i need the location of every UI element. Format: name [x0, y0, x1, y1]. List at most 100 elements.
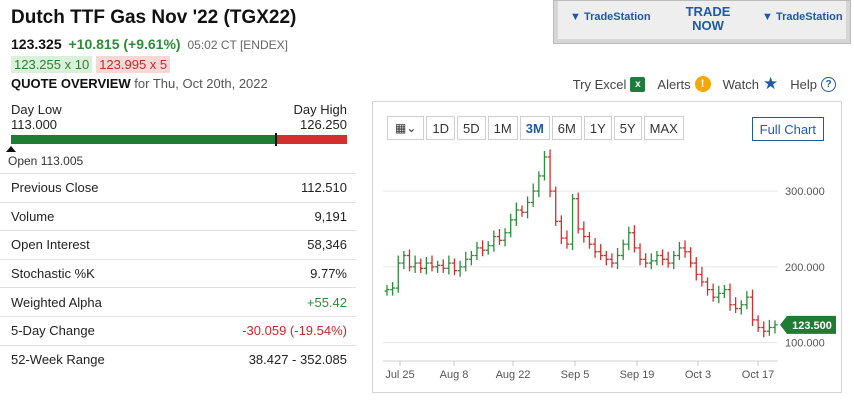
help-icon: ?: [821, 76, 836, 92]
day-low-label: Day Low: [11, 102, 62, 117]
stat-label: Volume: [11, 208, 55, 224]
stat-value: 58,346: [307, 237, 347, 253]
try-excel-label: Try Excel: [572, 76, 627, 92]
stat-row: Volume 9,191: [0, 201, 356, 231]
ohlc-bar: [474, 241, 480, 261]
tradestation-logo-left: ▼ TradeStation: [570, 11, 651, 23]
period-button-1y[interactable]: 1Y: [583, 116, 612, 140]
ohlc-bar: [558, 215, 564, 245]
last-price: 123.325: [11, 36, 62, 52]
ohlc-bar: [766, 319, 772, 336]
ohlc-bar: [502, 228, 508, 247]
stat-label: Previous Close: [11, 180, 99, 196]
ohlc-bar: [423, 257, 429, 275]
x-tick-label: Aug 22: [496, 369, 531, 381]
ohlc-bar: [699, 266, 705, 287]
ohlc-bar: [772, 320, 778, 334]
day-range-fill: [11, 135, 275, 144]
stat-row: Open Interest 58,346: [0, 230, 356, 259]
help-label: Help: [790, 76, 817, 92]
ohlc-bar: [496, 228, 502, 245]
period-button-1m[interactable]: 1M: [487, 116, 518, 140]
ohlc-bar: [733, 297, 739, 314]
ohlc-bar: [676, 241, 682, 261]
ohlc-bar: [716, 285, 722, 304]
ohlc-bar: [761, 321, 767, 338]
day-high-value: 126.250: [300, 117, 347, 132]
try-excel-link[interactable]: Try Excel x: [572, 76, 646, 92]
period-button-5d[interactable]: 5D: [457, 116, 486, 140]
period-button-1d[interactable]: 1D: [426, 116, 456, 140]
ohlc-bar: [547, 149, 553, 198]
ohlc-bar: [485, 241, 491, 255]
price-chart: ▦⌄ 1D 5D 1M 3M 6M 1Y 5Y MAX Full Chart 100.000 2…: [372, 101, 842, 393]
y-tick-label: 200.000: [785, 262, 825, 274]
ohlc-bar: [586, 232, 592, 249]
stat-value: 9.77%: [310, 266, 347, 282]
ohlc-bar: [721, 285, 727, 298]
ohlc-bar: [480, 240, 486, 257]
ohlc-bar: [536, 171, 542, 198]
period-button-5y[interactable]: 5Y: [613, 116, 642, 140]
ad-logo-left-text: TradeStation: [583, 11, 651, 23]
ad-logo-right-text: TradeStation: [775, 11, 843, 23]
quote-links: Try Excel x Alerts ! Watch ★ Help ?: [573, 74, 836, 94]
stat-label: Weighted Alpha: [11, 294, 102, 310]
ohlc-bar: [395, 255, 401, 293]
instrument-title: Dutch TTF Gas Nov '22 (TGX22): [11, 7, 297, 28]
period-button-6m[interactable]: 6M: [551, 116, 582, 140]
candlestick-dropdown-icon[interactable]: ▦⌄: [387, 116, 425, 140]
ohlc-bar: [429, 255, 435, 272]
full-chart-button[interactable]: Full Chart: [751, 117, 824, 141]
ohlc-bar: [553, 186, 559, 226]
y-tick-label: 100.000: [785, 338, 825, 350]
ohlc-bar: [457, 260, 463, 277]
x-tick-label: Aug 8: [440, 369, 469, 381]
ohlc-bar: [631, 225, 637, 253]
ohlc-bar: [637, 243, 643, 266]
ohlc-bar: [440, 259, 446, 273]
bid-value: 123.255 x 10: [11, 56, 93, 73]
ohlc-bar: [525, 196, 531, 219]
ohlc-bar: [468, 250, 474, 266]
ohlc-bar: [750, 289, 756, 326]
day-low-value: 113.000: [11, 117, 58, 132]
ohlc-bar: [401, 250, 407, 270]
y-tick-label: 300.000: [785, 186, 825, 198]
ohlc-bar: [575, 192, 581, 234]
ohlc-bar: [665, 251, 671, 268]
ohlc-bar: [705, 277, 711, 296]
ohlc-bar: [564, 230, 570, 249]
period-button-3m[interactable]: 3M: [519, 116, 550, 140]
watch-link[interactable]: Watch ★: [723, 74, 779, 94]
alerts-link[interactable]: Alerts !: [657, 76, 711, 92]
ohlc-bar: [755, 315, 761, 333]
stat-value: 9,191: [314, 208, 347, 224]
ohlc-bar: [693, 257, 699, 281]
tradestation-ad[interactable]: ▼ TradeStation TRADE NOW ▼ TradeStation: [553, 0, 851, 44]
ohlc-bar: [603, 250, 609, 266]
stat-value: -30.059 (-19.54%): [242, 323, 347, 339]
stat-row: Stochastic %K 9.77%: [0, 258, 356, 288]
ohlc-bar: [592, 238, 598, 258]
ohlc-bar: [463, 251, 469, 272]
ohlc-bar: [406, 249, 412, 272]
day-range: Day Low Day High 113.000 126.250: [11, 102, 347, 146]
day-range-values: 113.000 126.250: [11, 117, 347, 132]
quote-overview-heading: QUOTE OVERVIEW for Thu, Oct 20th, 2022: [11, 76, 268, 91]
ohlc-bar: [660, 249, 666, 266]
day-range-bar: [11, 133, 347, 146]
quote-overview-label: QUOTE OVERVIEW: [11, 76, 131, 91]
ohlc-bar: [643, 253, 649, 268]
help-link[interactable]: Help ?: [790, 76, 836, 92]
stat-row: 5-Day Change -30.059 (-19.54%): [0, 315, 356, 345]
ohlc-bar: [384, 285, 390, 296]
bid-ask: 123.255 x 10 123.995 x 5: [11, 56, 171, 73]
ohlc-bar: [513, 202, 519, 226]
ohlc-bar: [682, 240, 688, 258]
ohlc-bar: [598, 244, 604, 261]
trade-now-button[interactable]: TRADE NOW: [680, 5, 736, 33]
alerts-label: Alerts: [657, 76, 691, 92]
period-button-max[interactable]: MAX: [643, 116, 684, 140]
ohlc-bar: [491, 230, 497, 252]
